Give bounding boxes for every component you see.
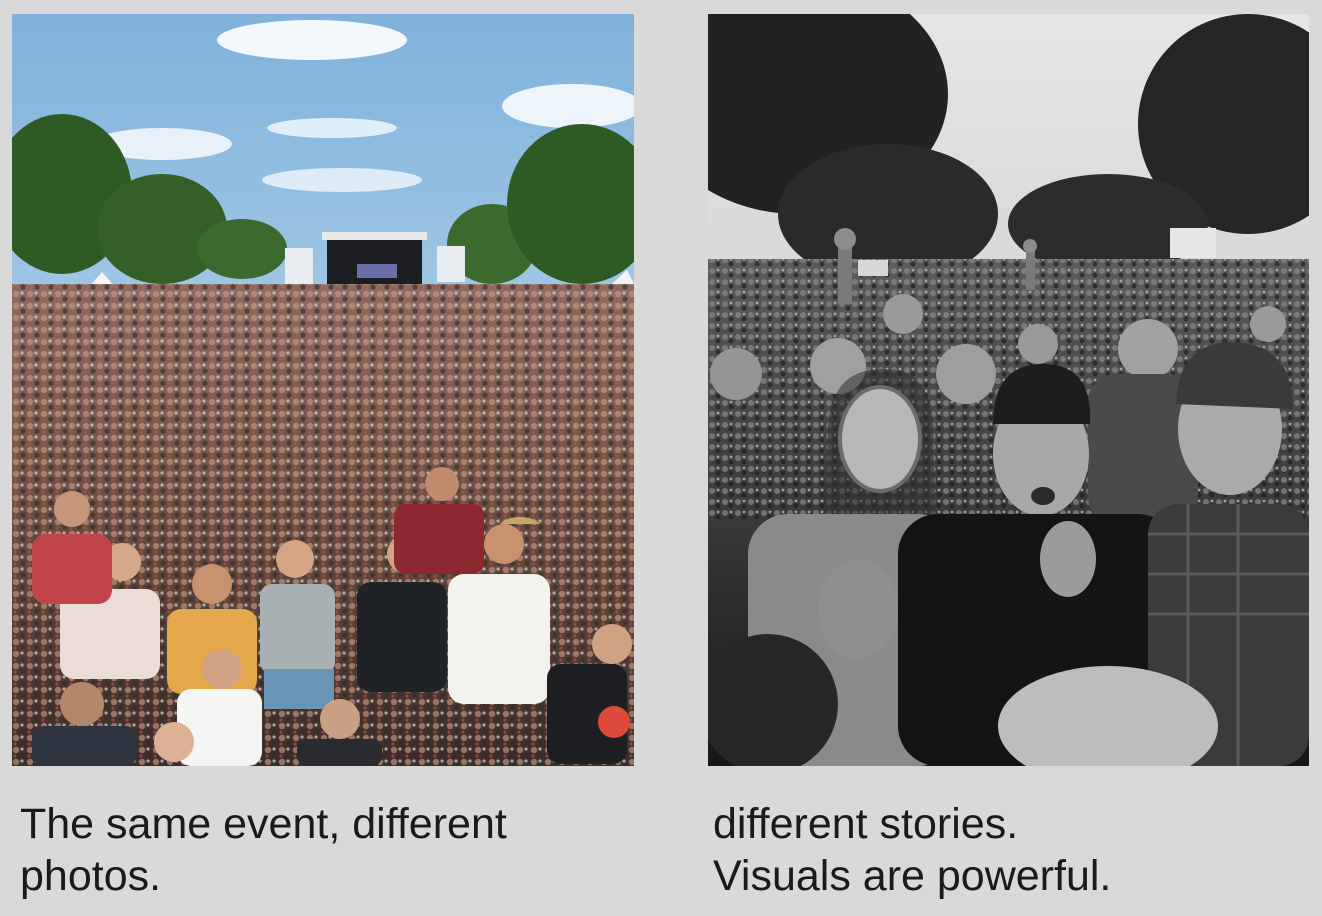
right-caption: different stories. Visuals are powerful. bbox=[713, 798, 1111, 902]
right-caption-line-2: Visuals are powerful. bbox=[713, 852, 1112, 900]
right-caption-line-1: different stories. bbox=[713, 800, 1019, 848]
festival-crowd-photo bbox=[12, 14, 634, 766]
left-caption: The same event, different photos. bbox=[20, 798, 507, 902]
left-caption-line-2: photos. bbox=[20, 852, 162, 900]
protest-crowd-photo bbox=[708, 14, 1309, 766]
left-caption-line-1: The same event, different bbox=[20, 800, 507, 848]
